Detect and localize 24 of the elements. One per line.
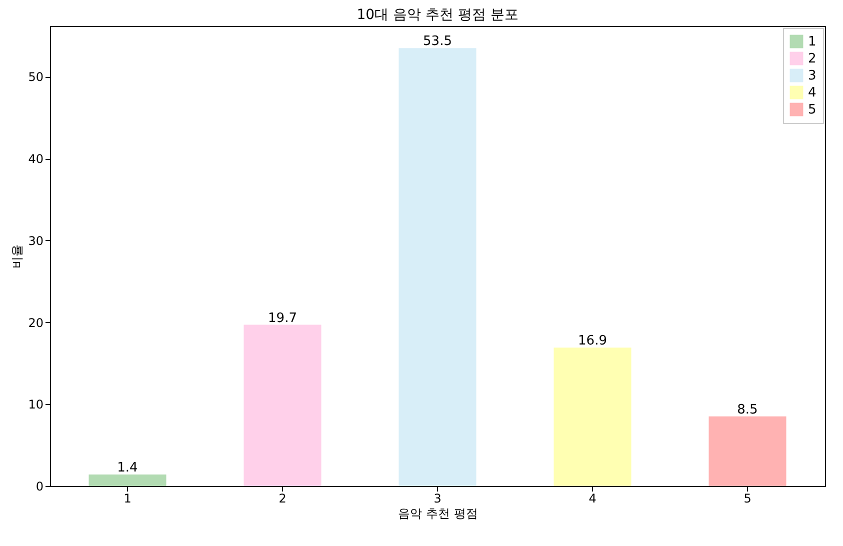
legend-label: 4 [808, 86, 816, 100]
x-tick-label: 4 [588, 492, 596, 506]
y-tick-label: 50 [28, 70, 44, 84]
legend-label: 5 [808, 102, 816, 118]
data-label: 53.5 [423, 34, 452, 50]
x-axis-title: 음악 추천 평점 [398, 506, 478, 520]
data-label: 8.5 [737, 402, 758, 418]
y-axis-title: 비율 [10, 244, 24, 268]
legend-label: 3 [808, 68, 816, 84]
x-tick-label: 3 [434, 492, 442, 506]
y-tick-label: 20 [28, 316, 44, 330]
y-tick-label: 30 [28, 234, 44, 248]
x-tick-label: 1 [124, 492, 132, 506]
data-label: 16.9 [578, 334, 607, 349]
y-tick-label: 0 [36, 480, 44, 494]
data-label: 19.7 [268, 310, 297, 326]
legend-label: 1 [808, 34, 816, 50]
y-tick-label: 10 [28, 398, 44, 412]
x-tick-label: 2 [278, 492, 286, 506]
chart-title: 10대 음악 추천 평점 분포 [356, 7, 518, 23]
x-tick-label: 5 [744, 492, 752, 506]
data-label: 1.4 [117, 460, 138, 476]
y-tick-label: 40 [28, 152, 44, 166]
legend-label: 2 [808, 52, 816, 66]
